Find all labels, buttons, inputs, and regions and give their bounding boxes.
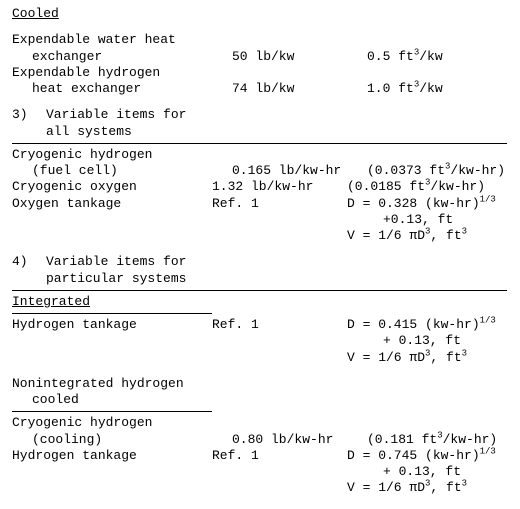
label: Nonintegrated hydrogen — [12, 376, 184, 392]
nonint-header1: Nonintegrated hydrogen — [12, 376, 508, 392]
gap — [12, 22, 508, 32]
label: Cryogenic hydrogen — [12, 147, 212, 163]
section-text: Variable items for — [46, 107, 186, 123]
volume-val: 1.0 ft3/kw — [367, 81, 508, 97]
row-co: Cryogenic oxygen 1.32 lb/kw-hr (0.0185 f… — [12, 179, 508, 195]
section3-header2: all systems — [12, 124, 508, 140]
volume-val: 0.5 ft3/kw — [367, 49, 508, 65]
nonint-header2: cooled — [12, 392, 508, 408]
formula: D = 0.745 (kw-hr)1/3 — [347, 448, 508, 464]
row-o2tank2: +0.13, ft — [12, 212, 508, 228]
formula: V = 1/6 πD3, ft3 — [347, 350, 508, 366]
formula: + 0.13, ft — [347, 333, 508, 349]
rule — [12, 143, 507, 144]
formula: + 0.13, ft — [347, 464, 508, 480]
label: (cooling) — [12, 432, 232, 448]
rule — [12, 290, 507, 291]
document-page: Cooled Expendable water heat exchanger 5… — [0, 0, 520, 509]
row-eh2: heat exchanger 74 lb/kw 1.0 ft3/kw — [12, 81, 508, 97]
label: exchanger — [12, 49, 232, 65]
row-ch1: Cryogenic hydrogen — [12, 147, 508, 163]
label: Hydrogen tankage — [12, 317, 212, 333]
section-num: 4) — [12, 254, 46, 270]
label: cooled — [12, 392, 79, 408]
volume-val: (0.0185 ft3/kw-hr) — [347, 179, 508, 195]
cooled-header-row: Cooled — [12, 6, 508, 22]
row-ew1: Expendable water heat — [12, 32, 508, 48]
weight-val: 0.165 lb/kw-hr — [232, 163, 367, 179]
section-num: 3) — [12, 107, 46, 123]
row-ew2: exchanger 50 lb/kw 0.5 ft3/kw — [12, 49, 508, 65]
gap — [12, 97, 508, 107]
ref: Ref. 1 — [212, 196, 347, 212]
formula: V = 1/6 πD3, ft3 — [347, 480, 508, 496]
formula: +0.13, ft — [347, 212, 508, 228]
section-text: Variable items for — [46, 254, 186, 270]
section4-header: 4) Variable items for — [12, 254, 508, 270]
ref: Ref. 1 — [212, 317, 347, 333]
volume-val: (0.181 ft3/kw-hr) — [367, 432, 508, 448]
row-o2tank: Oxygen tankage Ref. 1 D = 0.328 (kw-hr)1… — [12, 196, 508, 212]
row-int-h2-2: + 0.13, ft — [12, 333, 508, 349]
row-ch2: (fuel cell) 0.165 lb/kw-hr (0.0373 ft3/k… — [12, 163, 508, 179]
row-eh1: Expendable hydrogen — [12, 65, 508, 81]
section4-header2: particular systems — [12, 271, 508, 287]
weight-val: 0.80 lb/kw-hr — [232, 432, 367, 448]
label: Expendable hydrogen — [12, 65, 212, 81]
integrated-header: Integrated — [12, 294, 508, 310]
weight-val: 50 lb/kw — [232, 49, 367, 65]
row-cool2: (cooling) 0.80 lb/kw-hr (0.181 ft3/kw-hr… — [12, 432, 508, 448]
row-ni-h2-2: + 0.13, ft — [12, 464, 508, 480]
gap — [12, 244, 508, 254]
formula: V = 1/6 πD3, ft3 — [347, 228, 508, 244]
volume-val: (0.0373 ft3/kw-hr) — [367, 163, 508, 179]
row-ni-h2: Hydrogen tankage Ref. 1 D = 0.745 (kw-hr… — [12, 448, 508, 464]
label: (fuel cell) — [12, 163, 232, 179]
section-text: particular systems — [46, 271, 186, 287]
cooled-header: Cooled — [12, 6, 59, 22]
label: Cryogenic oxygen — [12, 179, 212, 195]
section-text: all systems — [46, 124, 132, 140]
label: Cryogenic hydrogen — [12, 415, 212, 431]
formula: D = 0.415 (kw-hr)1/3 — [347, 317, 508, 333]
weight-val: 1.32 lb/kw-hr — [212, 179, 347, 195]
label: Integrated — [12, 294, 90, 310]
row-int-h2-3: V = 1/6 πD3, ft3 — [12, 350, 508, 366]
label: heat exchanger — [12, 81, 232, 97]
ref: Ref. 1 — [212, 448, 347, 464]
row-int-h2: Hydrogen tankage Ref. 1 D = 0.415 (kw-hr… — [12, 317, 508, 333]
label: Oxygen tankage — [12, 196, 212, 212]
label: Expendable water heat — [12, 32, 212, 48]
row-cool1: Cryogenic hydrogen — [12, 415, 508, 431]
formula: D = 0.328 (kw-hr)1/3 — [347, 196, 508, 212]
rule-short — [12, 411, 212, 412]
row-o2tank3: V = 1/6 πD3, ft3 — [12, 228, 508, 244]
rule-short — [12, 313, 212, 314]
section3-header: 3) Variable items for — [12, 107, 508, 123]
row-ni-h2-3: V = 1/6 πD3, ft3 — [12, 480, 508, 496]
label: Hydrogen tankage — [12, 448, 212, 464]
weight-val: 74 lb/kw — [232, 81, 367, 97]
gap — [12, 366, 508, 376]
